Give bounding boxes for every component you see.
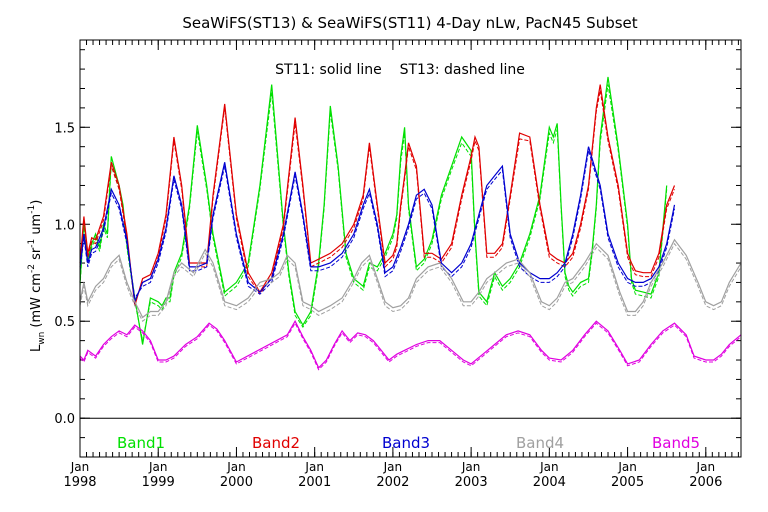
x-tick-month: Jan [304,460,324,474]
x-tick-month: Jan [461,460,481,474]
x-tick-year: 1999 [142,475,175,490]
ylabel-sup2: -1 [27,239,37,248]
legend-band3: Band3 [382,434,430,452]
band5-st13-dashed-line [79,322,742,371]
x-tick-month: Jan [617,460,637,474]
band3-st13-dashed-line [79,150,675,300]
plot-frame [79,39,742,458]
x-tick-year: 2003 [455,475,488,490]
x-tick-year: 2000 [220,475,253,490]
band5-st11-solid-line [79,319,742,369]
chart-title: SeaWiFS(ST13) & SeaWiFS(ST11) 4-Day nLw,… [182,14,637,32]
x-tick-month: Jan [383,460,403,474]
legend-band2: Band2 [252,434,300,452]
legend-band4: Band4 [516,434,564,452]
x-tick-year: 2006 [689,475,722,490]
band2-st11-solid-line [79,84,676,306]
x-tick-month: Jan [70,460,90,474]
band2-st13-dashed-line [79,90,675,302]
x-tick-year: 1998 [63,475,96,490]
y-tick-label: 0.0 [54,412,75,427]
x-tick-year: 2002 [376,475,409,490]
ylabel-main: L [29,344,44,352]
ylabel-mid: sr [29,247,44,264]
x-tick-month: Jan [226,460,246,474]
ylabel-end: ) [29,200,44,205]
x-tick-month: Jan [539,460,559,474]
ylabel-mid2: um [29,214,44,239]
legend-band1: Band1 [117,434,165,452]
chart-subtitle: ST11: solid line ST13: dashed line [275,62,525,78]
x-tick-year: 2001 [298,475,331,490]
band1-st13-dashed-line [79,84,668,341]
band1-st11-solid-line [79,76,668,345]
y-tick-label: 1.0 [54,218,75,233]
x-tick-year: 2005 [611,475,644,490]
ylabel-sup3: -1 [27,205,37,214]
band4-st11-solid-line [79,238,742,319]
band4-st13-dashed-line [79,242,742,322]
legend-band5: Band5 [652,434,700,452]
y-tick-label: 0.5 [54,315,75,330]
svg-text:Lwn (mW cm-2 sr-1 um-1): Lwn (mW cm-2 sr-1 um-1) [27,179,47,381]
x-tick-year: 2004 [533,475,566,490]
ylabel-sup1: -2 [27,264,37,273]
y-axis-label: Lwn (mW cm-2 sr-1 um-1) [27,179,47,381]
ylabel-sub: wn [37,332,47,345]
x-tick-month: Jan [148,460,168,474]
x-tick-month: Jan [696,460,716,474]
band3-st11-solid-line [79,146,676,305]
ylabel-rest: (mW cm [29,273,44,332]
y-tick-label: 1.5 [54,121,75,136]
